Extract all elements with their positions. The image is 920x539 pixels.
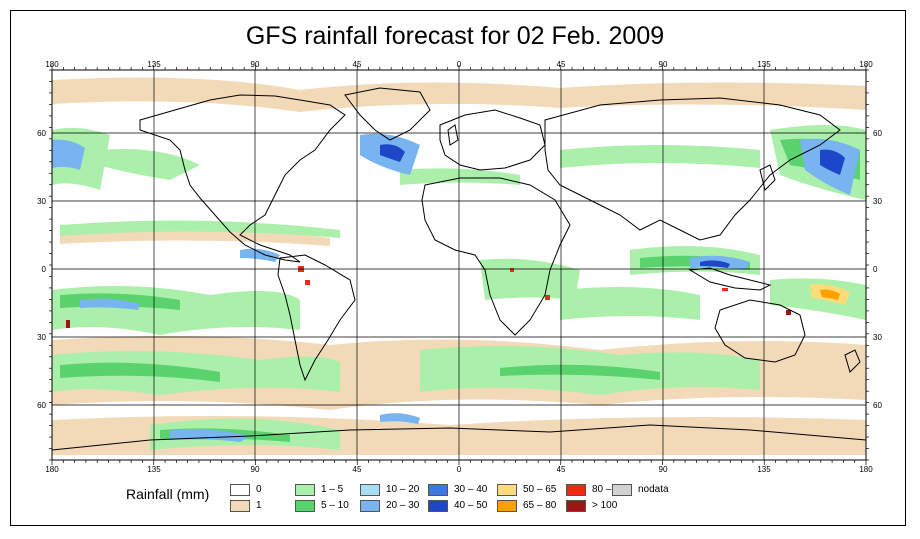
south-america — [277, 254, 356, 382]
legend-label: 1 — [256, 500, 262, 511]
lon-label: 90 — [659, 60, 668, 69]
legend-label: 80 – 100 — [592, 484, 631, 495]
lon-label: 90 — [251, 465, 260, 474]
lon-label: 90 — [251, 60, 260, 69]
legend-swatch — [497, 500, 517, 512]
lon-label: 45 — [353, 465, 362, 474]
lon-labels-bottom: 180 135 90 45 0 45 90 135 180 — [45, 465, 873, 474]
lat-label: 0 — [873, 265, 878, 274]
lon-labels-top: 180 135 90 45 0 45 90 135 180 — [45, 60, 873, 69]
antarctica — [52, 424, 866, 460]
legend-label: 5 – 10 — [321, 500, 349, 511]
lon-label: 0 — [457, 60, 462, 69]
legend-swatch — [428, 484, 448, 496]
legend-swatch — [612, 484, 632, 496]
lon-label: 45 — [353, 60, 362, 69]
australia — [714, 299, 806, 363]
legend-swatch — [230, 484, 250, 496]
legend-label: 30 – 40 — [454, 484, 488, 495]
legend-label: 20 – 30 — [386, 500, 420, 511]
greenland — [344, 87, 431, 141]
lat-labels-left: 60 30 0 30 60 — [37, 129, 46, 410]
legend-title: Rainfall (mm) — [126, 486, 210, 502]
europe — [439, 109, 546, 171]
coastlines — [52, 87, 866, 460]
graticule — [52, 70, 866, 460]
lon-label: 180 — [45, 465, 59, 474]
lat-label: 30 — [873, 333, 882, 342]
lat-label: 60 — [37, 401, 46, 410]
rain-dark-blue-areas — [380, 144, 845, 268]
legend-swatch — [295, 500, 315, 512]
lon-label: 135 — [147, 60, 161, 69]
map-content — [52, 70, 866, 460]
legend-label: > 100 — [592, 500, 618, 511]
legend-swatch — [566, 484, 586, 496]
japan — [759, 164, 776, 191]
legend-label: 10 – 20 — [386, 484, 420, 495]
figure-frame — [10, 10, 906, 526]
legend-label: nodata — [638, 484, 669, 495]
lon-label: 45 — [557, 465, 566, 474]
uk — [447, 124, 459, 146]
lon-label: 135 — [757, 465, 771, 474]
legend-swatch — [230, 500, 250, 512]
legend-label: 1 – 5 — [321, 484, 344, 495]
legend-swatch — [497, 484, 517, 496]
lon-label: 45 — [557, 60, 566, 69]
legend-swatch — [428, 500, 448, 512]
legend-swatch — [360, 500, 380, 512]
lon-label: 180 — [45, 60, 59, 69]
lat-labels-right: 60 30 0 30 60 — [873, 129, 882, 410]
lon-label: 90 — [659, 465, 668, 474]
asia — [544, 97, 841, 241]
new-zealand — [844, 349, 861, 373]
legend-swatch — [566, 500, 586, 512]
legend-label: 40 – 50 — [454, 500, 488, 511]
africa — [421, 177, 571, 336]
lon-label: 135 — [757, 60, 771, 69]
legend-label: 0 — [256, 484, 262, 495]
legend-swatch — [360, 484, 380, 496]
lat-label: 60 — [873, 401, 882, 410]
lat-label: 60 — [37, 129, 46, 138]
legend-swatch — [295, 484, 315, 496]
lat-label: 30 — [37, 333, 46, 342]
lon-label: 180 — [859, 60, 873, 69]
indonesia — [688, 267, 772, 291]
lon-label: 180 — [859, 465, 873, 474]
lat-label: 30 — [873, 197, 882, 206]
lon-label: 0 — [457, 465, 462, 474]
map-title: GFS rainfall forecast for 02 Feb. 2009 — [245, 22, 665, 50]
legend-label: 65 – 80 — [523, 500, 557, 511]
lat-label: 60 — [873, 129, 882, 138]
legend-label: 50 – 65 — [523, 484, 557, 495]
tick-marks — [49, 65, 869, 465]
lat-label: 30 — [37, 197, 46, 206]
lat-label: 0 — [42, 265, 47, 274]
north-america — [139, 94, 346, 263]
lon-label: 135 — [147, 465, 161, 474]
